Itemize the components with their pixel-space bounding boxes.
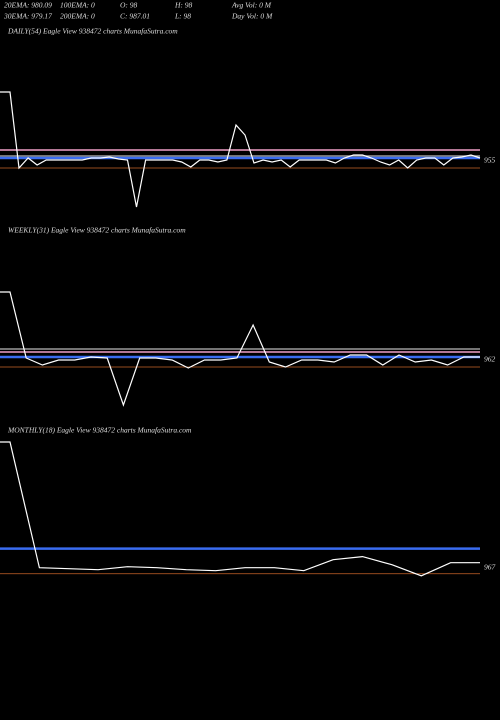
header-stat: 20EMA: 980.09 (4, 1, 52, 10)
price-label: 967 (484, 562, 496, 571)
header-stat: L: 98 (174, 12, 191, 21)
header-stat: O: 98 (120, 1, 138, 10)
price-line (0, 291, 480, 407)
price-line (0, 91, 481, 208)
panel-title: DAILY(54) Eagle View 938472 charts Munaf… (7, 27, 178, 36)
header-stat: 30EMA: 979.17 (3, 12, 52, 21)
header-stat: Avg Vol: 0 M (231, 1, 272, 10)
header-stat: 100EMA: 0 (60, 1, 95, 10)
price-label: 955 (484, 156, 496, 165)
panel-title: MONTHLY(18) Eagle View 938472 charts Mun… (7, 426, 192, 435)
panel-title: WEEKLY(31) Eagle View 938472 charts Muna… (8, 226, 186, 235)
price-label: 962 (484, 355, 496, 364)
header-stat: Day Vol: 0 M (231, 12, 273, 21)
header-stat: 200EMA: 0 (60, 12, 95, 21)
price-line (0, 441, 480, 577)
header-stat: H: 98 (174, 1, 193, 10)
header-stat: C: 987.01 (120, 12, 150, 21)
